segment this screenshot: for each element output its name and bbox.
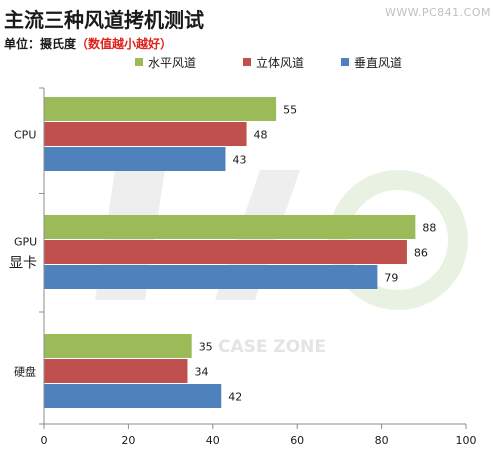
value-label-2-0: 35 [199,341,213,354]
chart-subtitle: 单位：摄氏度（数值越小越好） [4,36,172,51]
value-labels: 55 48 43 88 86 79 35 34 42 [194,104,436,404]
bar-0-2 [44,147,226,171]
chart-title: 主流三种风道拷机测试 [4,8,204,32]
x-tick-label-1: 20 [121,434,135,447]
legend: 水平风道 立体风道 垂直风道 [135,55,402,70]
subtitle-unit: 单位：摄氏度 [4,36,77,51]
legend-swatch-0 [135,58,143,66]
x-tick-label-2: 40 [206,434,220,447]
bar-0-1 [44,122,247,146]
x-tick-label-4: 80 [375,434,389,447]
bar-0-0 [44,97,277,121]
x-tick-label-3: 60 [290,434,304,447]
legend-swatch-1 [243,58,251,66]
site-url: WWW.PC841.COM [385,6,491,19]
legend-label-1: 立体风道 [256,55,304,70]
value-label-2-1: 34 [194,366,208,379]
bar-2-0 [44,334,192,358]
value-label-1-2: 79 [384,272,398,285]
x-tick-label-5: 100 [456,434,477,447]
value-label-0-0: 55 [283,104,297,117]
watermark-text: CASE ZONE [218,337,326,357]
bar-2-2 [44,384,222,408]
category-label-0: CPU [14,129,36,142]
category-label-1: GPU 显卡 [9,236,37,272]
legend-label-2: 垂直风道 [354,56,402,70]
x-tick-label-0: 0 [41,434,48,447]
bar-1-0 [44,215,416,239]
subtitle-note: （数值越小越好） [76,36,172,51]
value-label-1-1: 86 [414,247,428,260]
axes [39,87,466,425]
value-label-1-0: 88 [422,222,436,235]
bars [44,97,416,408]
category-label-2: 硬盘 [14,365,36,379]
value-label-0-2: 43 [232,154,246,167]
bar-1-1 [44,240,407,264]
x-ticks: 0 20 40 60 80 100 [41,424,477,447]
legend-label-0: 水平风道 [148,56,196,70]
value-label-2-2: 42 [228,391,242,404]
legend-swatch-2 [341,58,349,66]
value-label-0-1: 48 [254,129,268,142]
bar-1-2 [44,265,378,289]
bar-2-1 [44,359,188,383]
